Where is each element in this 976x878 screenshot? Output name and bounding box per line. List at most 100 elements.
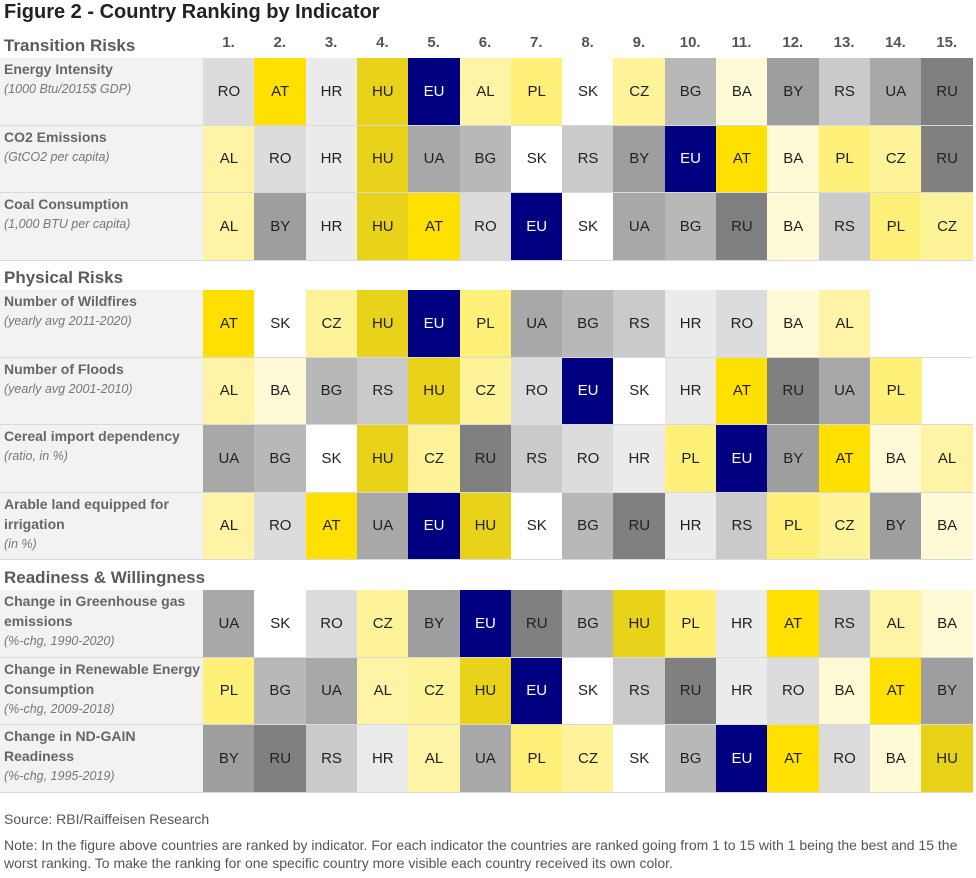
rank-cell-bg: BG	[254, 657, 307, 724]
rank-cell-ru: RU	[613, 492, 666, 559]
indicator-label: Cereal import dependency (ratio, in %)	[4, 426, 201, 466]
rank-cell-al: AL	[459, 58, 512, 125]
rank-cell-bg: BG	[562, 492, 614, 559]
rank-cell-hu: HU	[356, 290, 409, 357]
rank-cell-ru: RU	[664, 657, 717, 724]
indicator-name: Energy Intensity	[4, 61, 113, 77]
rank-cell-eu: EU	[510, 657, 563, 724]
rank-cell-at: AT	[305, 492, 358, 559]
rank-cell-ba: BA	[869, 425, 922, 492]
row-separator	[0, 424, 973, 425]
rank-cell-ro: RO	[767, 657, 820, 724]
rank-cell-pl: PL	[664, 425, 717, 492]
rank-cell-bg: BG	[562, 590, 614, 657]
rank-cell-hr: HR	[716, 657, 768, 724]
indicator-label: Change in ND-GAIN Readiness (%-chg, 1995-…	[4, 726, 201, 786]
rank-cell-pl: PL	[203, 657, 255, 724]
rank-cell-hr: HR	[664, 492, 717, 559]
rank-cell-pl: PL	[459, 290, 512, 357]
row-separator	[0, 791, 973, 793]
indicator-name: Number of Floods	[4, 360, 124, 377]
rank-cell-hu: HU	[613, 590, 666, 657]
rank-cell-hu: HU	[356, 58, 409, 125]
rank-cell-at: AT	[767, 725, 820, 792]
rank-cell-ro: RO	[254, 125, 307, 192]
rank-header: 6.	[478, 34, 492, 51]
rank-header: 13.	[833, 34, 855, 51]
rank-cell-ua: UA	[510, 290, 563, 357]
section-title: Transition Risks	[4, 36, 136, 55]
indicator-label: Change in Greenhouse gas emissions (%-chg…	[4, 591, 201, 651]
indicator-name: Change in ND-GAIN Readiness	[4, 728, 136, 764]
rank-cell-at: AT	[818, 425, 871, 492]
source-text: Source: RBI/Raiffeisen Research	[4, 811, 210, 827]
indicator-unit: (yearly avg 2011-2020)	[4, 314, 132, 328]
rank-cell-ua: UA	[818, 357, 871, 424]
rank-cell-ru: RU	[921, 125, 973, 192]
rank-cell-cz: CZ	[562, 725, 614, 792]
rank-cell-ru: RU	[921, 58, 973, 125]
rank-cell-at: AT	[408, 193, 460, 260]
indicator-unit: (1,000 BTU per capita)	[4, 217, 131, 231]
rank-cell-eu: EU	[562, 357, 614, 424]
rank-cell-sk: SK	[305, 425, 358, 492]
rank-cell-ua: UA	[203, 590, 255, 657]
rank-cell-ua: UA	[305, 657, 358, 724]
rank-cell-hr: HR	[305, 125, 358, 192]
rank-cell-pl: PL	[818, 125, 871, 192]
indicator-unit: (%-chg, 1990-2020)	[4, 634, 115, 648]
rank-cell-rs: RS	[818, 590, 871, 657]
rank-cell-cz: CZ	[921, 193, 973, 260]
rank-cell-eu: EU	[664, 125, 717, 192]
indicator-name: Cereal import dependency	[4, 428, 180, 444]
indicator-label: Coal Consumption (1,000 BTU per capita)	[4, 194, 201, 234]
rank-cell-sk: SK	[562, 58, 614, 125]
rank-cell-pl: PL	[510, 725, 563, 792]
indicator-unit: (in %)	[4, 536, 37, 551]
indicator-name: Coal Consumption	[4, 196, 129, 212]
rank-cell-al: AL	[203, 193, 255, 260]
indicator-row-band	[0, 725, 203, 792]
indicator-row-band	[0, 193, 203, 260]
rank-header: 10.	[679, 34, 701, 51]
rank-header: 8.	[581, 34, 594, 51]
rank-cell-by: BY	[203, 725, 255, 792]
rank-cell-sk: SK	[254, 590, 307, 657]
rank-cell-ba: BA	[818, 657, 871, 724]
row-separator	[0, 491, 973, 493]
rank-cell-eu: EU	[459, 590, 512, 657]
rank-cell-ba: BA	[767, 290, 820, 357]
rank-cell-cz: CZ	[408, 657, 460, 724]
rank-cell-rs: RS	[305, 725, 358, 792]
rank-cell-ro: RO	[510, 357, 563, 424]
rank-cell-ro: RO	[305, 590, 358, 657]
rank-cell-pl: PL	[869, 193, 922, 260]
indicator-unit: (%-chg, 2009-2018)	[4, 701, 115, 716]
rank-cell-by: BY	[767, 425, 820, 492]
row-separator	[0, 192, 973, 193]
rank-cell-bg: BG	[254, 425, 307, 492]
section-title: Physical Risks	[4, 268, 124, 287]
rank-cell-at: AT	[203, 290, 255, 357]
indicator-label: Energy Intensity (1000 Btu/2015$ GDP)	[4, 59, 201, 99]
rank-cell-bg: BG	[562, 290, 614, 357]
rank-cell-ru: RU	[716, 193, 768, 260]
indicator-name: CO2 Emissions	[4, 128, 107, 145]
rank-cell-cz: CZ	[459, 357, 512, 424]
indicator-unit: (yearly avg 2001-2010)	[4, 381, 133, 396]
rank-cell-eu: EU	[716, 425, 768, 492]
rank-cell-by: BY	[767, 58, 820, 125]
row-separator	[0, 656, 973, 658]
row-separator	[0, 259, 973, 261]
rank-cell-hr: HR	[356, 725, 409, 792]
rank-header: 9.	[632, 34, 646, 51]
rank-cell-al: AL	[921, 425, 973, 492]
rank-cell-eu: EU	[510, 193, 563, 260]
rank-cell-ro: RO	[818, 725, 871, 792]
rank-cell-ua: UA	[869, 58, 922, 125]
rank-cell-rs: RS	[510, 425, 563, 492]
rank-header: 4.	[376, 34, 389, 51]
indicator-label: Number of Floods (yearly avg 2001-2010)	[4, 359, 201, 399]
indicator-row-band	[0, 657, 203, 724]
rank-cell-cz: CZ	[408, 425, 460, 492]
